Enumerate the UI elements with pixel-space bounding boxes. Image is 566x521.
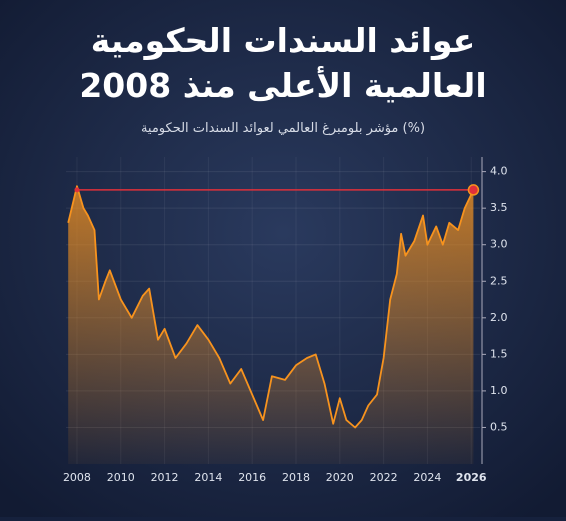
y-tick-label: 2.0 (490, 311, 508, 324)
y-tick-label: 4.0 (490, 165, 508, 178)
x-tick-label: 2022 (370, 471, 398, 484)
y-tick-label: 2.5 (490, 274, 508, 287)
y-tick-label: 3.0 (490, 238, 508, 251)
chart-title: العالمية الأعلى منذ 2008 (79, 65, 486, 105)
x-tick-label: 2018 (282, 471, 310, 484)
x-tick-label: 2016 (238, 471, 266, 484)
reference-dot (467, 184, 480, 196)
chart-subtitle: مؤشر بلومبرغ العالمي لعوائد السندات الحك… (141, 121, 425, 136)
line (67, 185, 475, 429)
x-tick-label: 2010 (107, 471, 135, 484)
x-tick-label: 2026 (456, 471, 487, 484)
chart-title: عوائد السندات الحكومية (91, 21, 476, 61)
area (68, 186, 474, 464)
reference-dot (74, 187, 80, 193)
x-tick-label: 2012 (151, 471, 179, 484)
x-tick-label: 2014 (194, 471, 222, 484)
y-tick-label: 0.5 (490, 420, 508, 433)
y-tick-label: 3.5 (490, 201, 508, 214)
x-tick-label: 2024 (413, 471, 441, 484)
y-tick-label: 1.5 (490, 347, 508, 360)
x-tick-label: 2020 (326, 471, 354, 484)
y-tick-label: 1.0 (490, 384, 508, 397)
x-tick-label: 2008 (63, 471, 91, 484)
